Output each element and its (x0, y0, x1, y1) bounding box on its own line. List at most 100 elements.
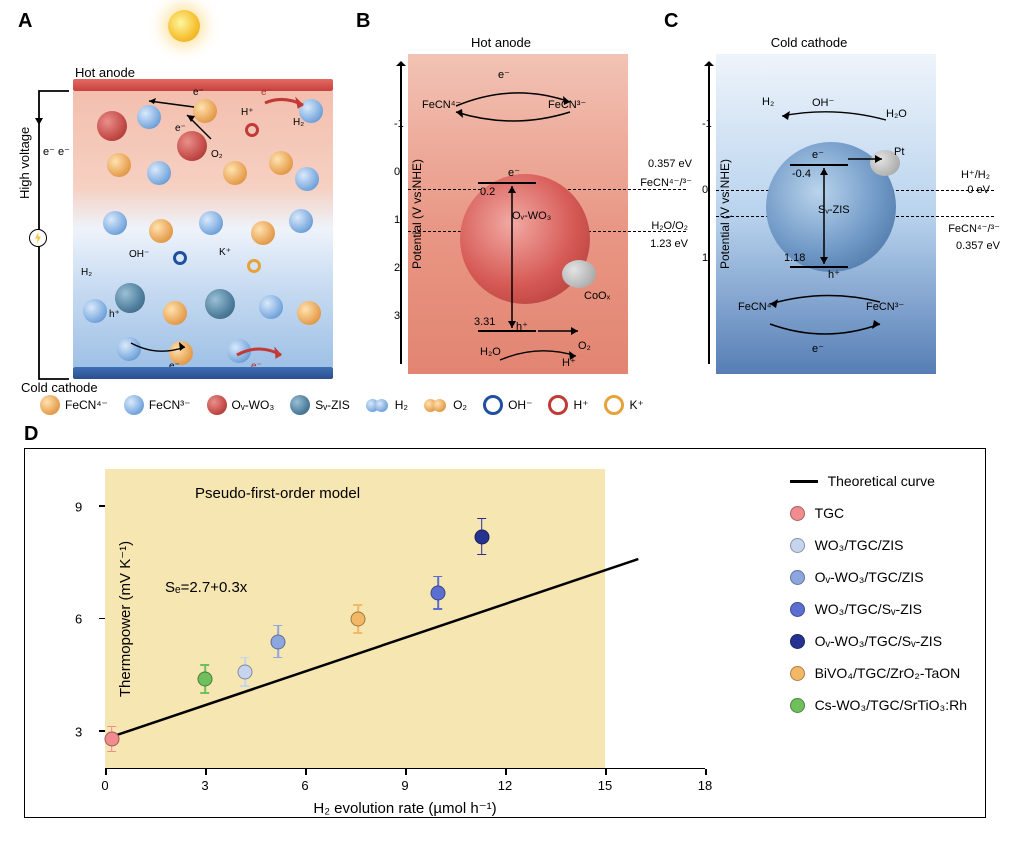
fecn-cycle-icon (750, 292, 900, 344)
ytick-label: 6 (75, 612, 82, 627)
kplus-icon (604, 395, 624, 415)
ytick: 0 (394, 166, 400, 178)
hplus-label: H⁺ (241, 107, 254, 118)
panel-d: H₂ evolution rate (µmol h⁻¹) Thermopower… (24, 448, 986, 818)
panel-c-title: Cold cathode (664, 35, 954, 50)
legend-label: Oᵥ-WO₃/TGC/Sᵥ-ZIS (815, 633, 942, 649)
data-point (474, 529, 489, 544)
xtick-label: 6 (301, 778, 308, 793)
legend-item: Sᵥ-ZIS (290, 395, 350, 415)
pt-label: Pt (894, 146, 904, 158)
xtick-label: 3 (201, 778, 208, 793)
fecn4-particle (269, 151, 293, 175)
fecn4-particle (149, 219, 173, 243)
panel-b: B Hot anode Potential (V vs NHE) -1 0 1 … (356, 10, 646, 374)
axis-y (400, 64, 402, 364)
species-legend: FeCN⁴⁻ FeCN³⁻ Oᵥ-WO₃ Sᵥ-ZIS H₂ O₂ OH⁻ H⁺… (24, 395, 999, 415)
fecn4-particle (223, 161, 247, 185)
ytick: 1 (702, 252, 708, 264)
dot-icon (790, 698, 805, 713)
hot-anode-label: Hot anode (75, 65, 135, 80)
dot-icon (790, 506, 805, 521)
legend-item: Cs-WO₃/TGC/SrTiO₃:Rh (790, 697, 967, 713)
legend-label: FeCN⁴⁻ (65, 398, 108, 412)
legend-label: Oᵥ-WO₃ (232, 398, 275, 412)
arrow-icon (123, 337, 193, 361)
fecn4-particle (297, 301, 321, 325)
ytick: 1 (394, 214, 400, 226)
bandgap-arrow (504, 182, 520, 332)
annot-hh2: H⁺/H₂ (961, 168, 990, 181)
gradient-body: e⁻ e⁻ H⁺ H₂ O₂ e⁻ OH⁻ K⁺ H₂ h⁺ e⁻ e⁻ (73, 91, 333, 367)
legend-label: O₂ (453, 398, 467, 412)
ytick: -1 (702, 118, 712, 130)
panel-c-label: C (664, 10, 954, 33)
fecn4-particle (107, 153, 131, 177)
xlabel: H₂ evolution rate (µmol h⁻¹) (313, 799, 496, 817)
legend-item: H⁺ (548, 395, 588, 415)
ytick: 2 (394, 262, 400, 274)
cold-electrode (73, 367, 333, 379)
legend-label: Sᵥ-ZIS (315, 398, 350, 412)
red-arrow-icon (261, 93, 311, 113)
red-arrow-icon (233, 341, 289, 363)
legend-label: H₂ (395, 398, 408, 412)
sun-icon (168, 10, 200, 42)
mat-label: Sᵥ-ZIS (818, 204, 850, 216)
panel-a: A Hot anode (18, 10, 338, 379)
equation: Sₑ=2.7+0.3x (165, 579, 247, 596)
dot-icon (790, 602, 805, 617)
arrow-icon (536, 324, 586, 338)
xtick-label: 9 (401, 778, 408, 793)
dot-icon (790, 538, 805, 553)
legend-label: TGC (815, 505, 845, 521)
bandgap-value: 3.31 (474, 316, 495, 328)
reaction-arrow (494, 342, 584, 368)
ytick-label: 3 (75, 724, 82, 739)
legend-label: WO₃/TGC/ZIS (815, 537, 904, 553)
dot-icon (790, 666, 805, 681)
fecn3-label: FeCN³⁻ (548, 98, 586, 111)
panel-c-ylabel: Potential (V vs NHE) (718, 159, 732, 269)
panel-b-label: B (356, 10, 646, 33)
legend-label: BiVO₄/TGC/ZrO₂-TaON (815, 665, 961, 681)
panel-d-label: D (24, 423, 999, 446)
fecn4-label: FeCN⁴⁻ (422, 98, 461, 111)
xtick-label: 0 (101, 778, 108, 793)
fecn3-particle (199, 211, 223, 235)
o2-icon (424, 396, 448, 414)
cb-value: -0.4 (792, 168, 811, 180)
oh-label: OH⁻ (129, 249, 149, 260)
wo3-icon (207, 395, 227, 415)
data-point (271, 634, 286, 649)
fecn3-particle (103, 211, 127, 235)
annot-fecn: FeCN⁴⁻/³⁻ (948, 222, 1000, 235)
legend-label: OH⁻ (508, 398, 532, 412)
h2-label: H₂ (293, 117, 304, 128)
legend-label: Cs-WO₃/TGC/SrTiO₃:Rh (815, 697, 967, 713)
fecn3-particle (147, 161, 171, 185)
fecn4-particle (251, 221, 275, 245)
panel-b-ylabel: Potential (V vs NHE) (410, 159, 424, 269)
mat-label: Oᵥ-WO₃ (512, 210, 551, 222)
legend-label: H⁺ (573, 398, 588, 412)
fecn3-particle (259, 295, 283, 319)
o2-label: O₂ (211, 149, 223, 160)
fecn3-particle (295, 167, 319, 191)
xtick-label: 18 (698, 778, 712, 793)
legend-item: K⁺ (604, 395, 643, 415)
hplus-hole-label: h⁺ (109, 309, 120, 320)
bandgap-value: 1.18 (784, 252, 805, 264)
data-point (351, 612, 366, 627)
ytick: -1 (394, 118, 404, 130)
e-label: e⁻ (498, 68, 510, 81)
data-point (238, 664, 253, 679)
bandgap-arrow (816, 164, 832, 268)
e-label: e⁻ (508, 166, 520, 179)
coox-label: CoOₓ (584, 290, 610, 302)
legend-item: OH⁻ (483, 395, 532, 415)
h2-label: H₂ (762, 96, 774, 108)
legend-item: H₂ (366, 396, 408, 414)
legend-item: WO₃/TGC/ZIS (790, 537, 967, 553)
ytick-label: 9 (75, 499, 82, 514)
